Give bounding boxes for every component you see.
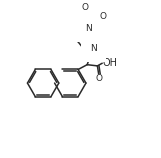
Text: O: O bbox=[96, 74, 103, 83]
Text: N: N bbox=[90, 44, 97, 53]
Text: OH: OH bbox=[102, 58, 118, 68]
Text: O: O bbox=[82, 3, 89, 12]
Text: O: O bbox=[99, 12, 107, 21]
Text: N: N bbox=[85, 24, 92, 33]
